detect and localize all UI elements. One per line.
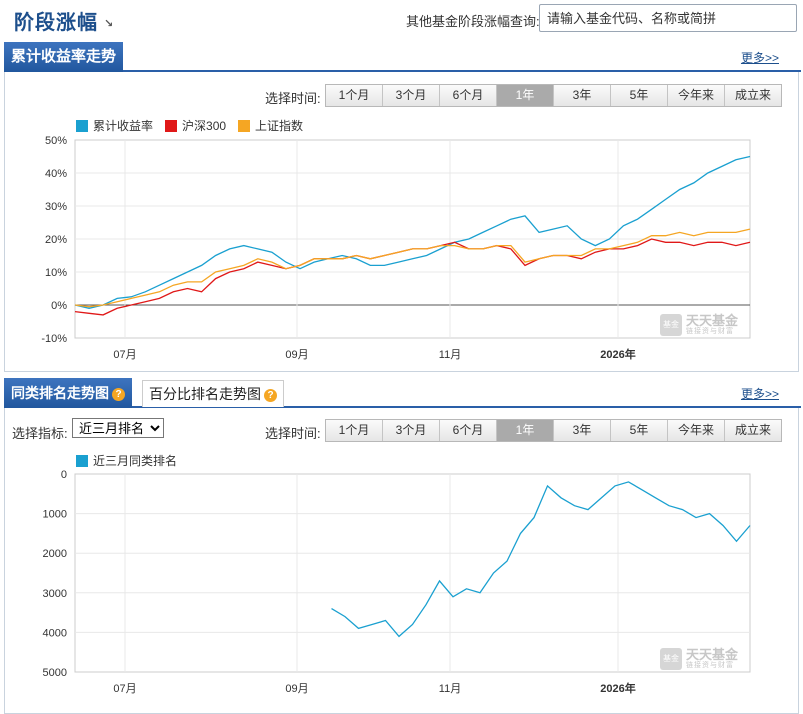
range-1y[interactable]: 1年	[496, 85, 553, 106]
y-tick-label: 50%	[45, 135, 67, 147]
x-tick-label: 09月	[285, 349, 308, 361]
legend-item-cumulative[interactable]: 累计收益率	[76, 117, 153, 134]
range-1m[interactable]: 1个月	[326, 420, 382, 441]
section2-time-label: 选择时间:	[265, 426, 321, 441]
peer-ranking-chart: 0 1000 2000 3000 4000 5000 07月 09月 11月 2026年	[43, 469, 751, 695]
range-since-inception[interactable]: 成立来	[724, 85, 781, 106]
y-tick-label: 1000	[43, 509, 67, 521]
y-tick-label: 5000	[43, 667, 67, 679]
watermark-sub: 链接资与财富	[686, 328, 734, 335]
watermark-box: 基金	[660, 648, 682, 670]
range-3m[interactable]: 3个月	[382, 420, 439, 441]
page-title-text: 阶段涨幅	[14, 12, 98, 34]
watermark-name: 天天基金	[686, 313, 739, 328]
y-tick-label: -10%	[41, 333, 67, 345]
range-1y[interactable]: 1年	[496, 420, 553, 441]
x-tick-label: 2026年	[600, 681, 635, 695]
y-tick-label: 40%	[45, 168, 67, 180]
x-tick-label: 07月	[113, 349, 136, 361]
fund-search-input[interactable]	[539, 4, 797, 32]
x-tick-label: 07月	[113, 683, 136, 695]
legend-swatch	[238, 119, 251, 132]
indicator-label: 选择指标:	[12, 426, 68, 441]
page-title: 阶段涨幅 ↘	[14, 6, 114, 35]
y-tick-label: 0	[61, 469, 67, 481]
series-line-0	[74, 155, 751, 309]
legend-swatch	[165, 119, 178, 132]
watermark-logo: 基金 天天基金 链接资与财富	[660, 314, 738, 336]
x-tick-label: 2026年	[600, 347, 635, 361]
section1-panel	[4, 72, 799, 372]
range-5y[interactable]: 5年	[610, 85, 667, 106]
legend-item-rank[interactable]: 近三月同类排名	[76, 452, 177, 469]
legend-label: 累计收益率	[93, 119, 154, 133]
y-tick-label: 3000	[43, 588, 67, 600]
y-tick-label: 0%	[51, 300, 67, 312]
range-1m[interactable]: 1个月	[326, 85, 382, 106]
range-since-inception[interactable]: 成立来	[724, 420, 781, 441]
section1-header: 累计收益率走势 更多>>	[4, 42, 801, 72]
x-tick-label: 11月	[439, 683, 461, 695]
tab-percentile-label: 百分比排名走势图	[149, 386, 261, 402]
legend-item-sse[interactable]: 上证指数	[238, 117, 303, 134]
legend-label: 近三月同类排名	[93, 454, 178, 468]
range-ytd[interactable]: 今年来	[667, 420, 724, 441]
legend-swatch	[76, 119, 88, 132]
legend-swatch	[76, 454, 88, 467]
title-arrow-icon: ↘	[104, 18, 115, 31]
cumulative-return-chart: 50% 40% 30% 20% 10% 0% -10% 07月 09月 11月 2026年	[41, 135, 751, 361]
plot-frame	[74, 473, 751, 673]
chart1-legend: 累计收益率 沪深300 上证指数	[76, 117, 315, 134]
x-tick-label: 09月	[285, 683, 308, 695]
range-3y[interactable]: 3年	[553, 85, 610, 106]
range-3m[interactable]: 3个月	[382, 85, 439, 106]
section2-range-buttons: 1个月 3个月 6个月 1年 3年 5年 今年来 成立来	[325, 419, 782, 442]
tab-cumulative-return[interactable]: 累计收益率走势	[4, 42, 124, 72]
watermark-logo: 基金 天天基金 链接资与财富	[660, 648, 738, 670]
y-tick-label: 4000	[43, 627, 67, 639]
section1-range-buttons: 1个月 3个月 6个月 1年 3年 5年 今年来 成立来	[325, 84, 782, 107]
series-line-2	[74, 228, 751, 308]
chart2-legend: 近三月同类排名	[76, 452, 189, 469]
legend-label: 沪深300	[182, 119, 227, 133]
legend-label: 上证指数	[255, 119, 304, 133]
range-3y[interactable]: 3年	[553, 420, 610, 441]
y-tick-label: 2000	[43, 548, 67, 560]
range-5y[interactable]: 5年	[610, 420, 667, 441]
range-ytd[interactable]: 今年来	[667, 85, 724, 106]
section1-more-link[interactable]: 更多>>	[740, 51, 779, 65]
tab-peer-ranking[interactable]: 同类排名走势图?	[4, 378, 132, 408]
help-icon[interactable]: ?	[112, 388, 125, 401]
search-label: 其他基金阶段涨幅查询:	[406, 14, 540, 29]
legend-item-hs300[interactable]: 沪深300	[165, 117, 226, 134]
help-icon[interactable]: ?	[264, 389, 277, 402]
range-6m[interactable]: 6个月	[439, 420, 496, 441]
watermark-box: 基金	[660, 314, 682, 336]
tab-peer-ranking-label: 同类排名走势图	[11, 385, 109, 401]
tab-percentile-ranking[interactable]: 百分比排名走势图?	[142, 380, 284, 407]
x-tick-label: 11月	[439, 349, 461, 361]
section2-header: 同类排名走势图? 百分比排名走势图? 更多>>	[4, 378, 801, 408]
watermark-sub: 链接资与财富	[686, 662, 734, 669]
section1-time-label: 选择时间:	[265, 91, 321, 106]
y-tick-label: 30%	[45, 201, 67, 213]
range-6m[interactable]: 6个月	[439, 85, 496, 106]
watermark-name: 天天基金	[686, 647, 739, 662]
y-tick-label: 10%	[45, 267, 67, 279]
indicator-select[interactable]: 近三月排名	[72, 418, 164, 438]
series-line-0	[331, 481, 751, 638]
section2-more-link[interactable]: 更多>>	[740, 387, 779, 401]
y-tick-label: 20%	[45, 234, 67, 246]
